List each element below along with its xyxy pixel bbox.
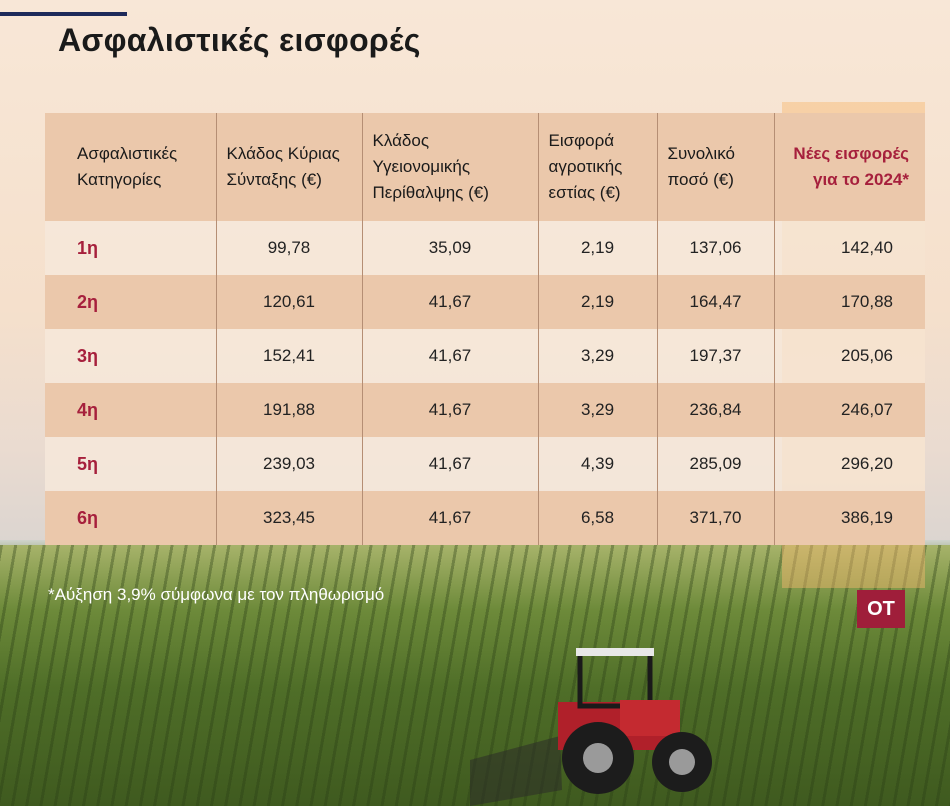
cell-total: 285,09 [656, 437, 774, 491]
cell-main-pension: 152,41 [215, 329, 362, 383]
cell-health-care: 41,67 [361, 329, 538, 383]
cell-new-2024: 142,40 [773, 221, 925, 275]
cell-main-pension: 191,88 [215, 383, 362, 437]
cell-category: 6η [45, 491, 216, 545]
table-row: 1η 99,78 35,09 2,19 137,06 142,40 [45, 221, 925, 275]
cell-category: 4η [45, 383, 216, 437]
header-health-care: Κλάδος Υγειονομικής Περίθαλψης (€) [361, 113, 538, 221]
cell-new-2024: 170,88 [773, 275, 925, 329]
cell-category: 1η [45, 221, 216, 275]
cell-new-2024: 296,20 [773, 437, 925, 491]
contributions-table: Ασφαλιστικές Κατηγορίες Κλάδος Κύριας Σύ… [45, 113, 925, 545]
cell-total: 137,06 [656, 221, 774, 275]
cell-health-care: 41,67 [361, 275, 538, 329]
cell-health-care: 41,67 [361, 491, 538, 545]
header-new-2024: Νέες εισφορές για το 2024* [773, 113, 925, 221]
table-row: 2η 120,61 41,67 2,19 164,47 170,88 [45, 275, 925, 329]
table-row: 3η 152,41 41,67 3,29 197,37 205,06 [45, 329, 925, 383]
page-title: Ασφαλιστικές εισφορές [58, 22, 421, 58]
ot-logo: OT [857, 590, 905, 628]
cell-new-2024: 246,07 [773, 383, 925, 437]
cell-health-care: 35,09 [361, 221, 538, 275]
cell-health-care: 41,67 [361, 437, 538, 491]
header-main-pension: Κλάδος Κύριας Σύνταξης (€) [215, 113, 362, 221]
top-accent-bar [0, 12, 127, 16]
header-total: Συνολικό ποσό (€) [656, 113, 774, 221]
cell-category: 2η [45, 275, 216, 329]
cell-main-pension: 239,03 [215, 437, 362, 491]
cell-total: 236,84 [656, 383, 774, 437]
table-row: 4η 191,88 41,67 3,29 236,84 246,07 [45, 383, 925, 437]
cell-total: 197,37 [656, 329, 774, 383]
cell-new-2024: 386,19 [773, 491, 925, 545]
cell-agri-hearth: 3,29 [537, 329, 657, 383]
cell-agri-hearth: 2,19 [537, 275, 657, 329]
cell-main-pension: 323,45 [215, 491, 362, 545]
cell-category: 3η [45, 329, 216, 383]
table-row: 5η 239,03 41,67 4,39 285,09 296,20 [45, 437, 925, 491]
cell-new-2024: 205,06 [773, 329, 925, 383]
cell-agri-hearth: 3,29 [537, 383, 657, 437]
table-header-row: Ασφαλιστικές Κατηγορίες Κλάδος Κύριας Σύ… [45, 113, 925, 221]
header-agri-hearth: Εισφορά αγροτικής εστίας (€) [537, 113, 657, 221]
cell-health-care: 41,67 [361, 383, 538, 437]
cell-agri-hearth: 2,19 [537, 221, 657, 275]
table-row: 6η 323,45 41,67 6,58 371,70 386,19 [45, 491, 925, 545]
cell-main-pension: 120,61 [215, 275, 362, 329]
footnote: *Αύξηση 3,9% σύμφωνα με τον πληθωρισμό [48, 585, 385, 604]
cell-main-pension: 99,78 [215, 221, 362, 275]
cell-agri-hearth: 6,58 [537, 491, 657, 545]
cell-total: 164,47 [656, 275, 774, 329]
header-categories: Ασφαλιστικές Κατηγορίες [45, 113, 216, 221]
cell-agri-hearth: 4,39 [537, 437, 657, 491]
cell-total: 371,70 [656, 491, 774, 545]
cell-category: 5η [45, 437, 216, 491]
tractor-image [470, 648, 712, 806]
